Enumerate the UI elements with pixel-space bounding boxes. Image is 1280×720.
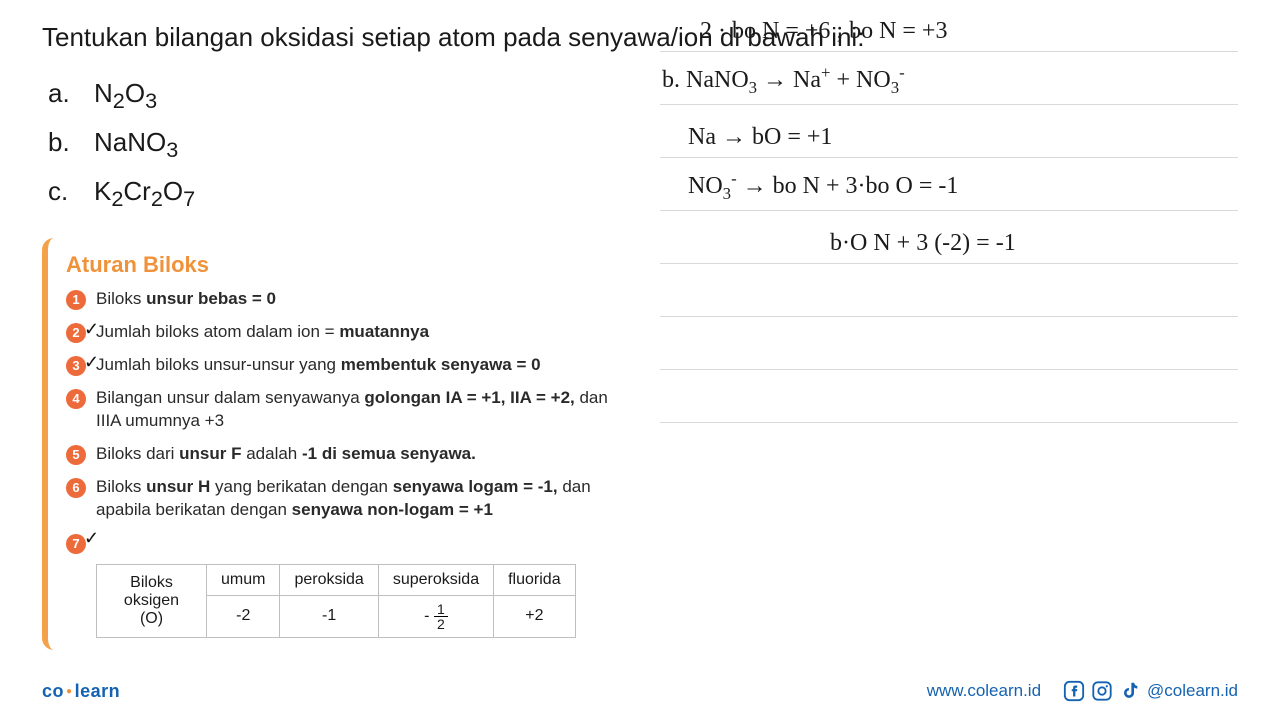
handwritten-text: 2 · bo N = +6 ; bo N = +3 xyxy=(700,18,947,45)
question-option: a. N2O3 xyxy=(48,71,640,120)
rule-text: Biloks unsur bebas = 0 xyxy=(96,288,628,311)
option-label: b. xyxy=(48,120,72,169)
rule-item: 5 Biloks dari unsur F adalah -1 di semua … xyxy=(66,443,628,466)
notebook-line: Na → bO = +1 xyxy=(660,105,1238,158)
brand-logo: co●learn xyxy=(42,681,120,702)
tiktok-icon[interactable] xyxy=(1119,680,1141,702)
rule-text: Biloks unsur H yang berikatan dengan sen… xyxy=(96,476,628,522)
rule-item: ✓2Jumlah biloks atom dalam ion = muatann… xyxy=(66,321,628,344)
rule-item: 6 Biloks unsur H yang berikatan dengan se… xyxy=(66,476,628,522)
table-cell: +2 xyxy=(494,595,575,637)
rule-text: Biloks dari unsur F adalah -1 di semua s… xyxy=(96,443,628,466)
social-links: @colearn.id xyxy=(1063,680,1238,702)
notebook-line: b·O N + 3 (-2) = -1 xyxy=(660,211,1238,264)
rule-text: Jumlah biloks atom dalam ion = muatannya xyxy=(96,321,628,344)
rule-item: 1 Biloks unsur bebas = 0 xyxy=(66,288,628,311)
check-mark: ✓ xyxy=(84,317,99,341)
table-row-header: Biloksoksigen (O) xyxy=(97,564,207,637)
oxygen-biloks-table: Biloksoksigen (O)umumperoksidasuperoksid… xyxy=(96,564,576,638)
handwritten-text: b·O N + 3 (-2) = -1 xyxy=(830,230,1016,257)
notebook-line: 2 · bo N = +6 ; bo N = +3 xyxy=(660,0,1238,52)
option-formula: K2Cr2O7 xyxy=(94,169,195,218)
option-formula: N2O3 xyxy=(94,71,157,120)
rules-title: Aturan Biloks xyxy=(66,252,628,278)
rule-item-7: ✓ 7 xyxy=(66,532,628,554)
rule-text: Jumlah biloks unsur-unsur yang membentuk… xyxy=(96,354,628,377)
handwritten-text: NO3- → bo N + 3·bo O = -1 xyxy=(688,169,958,204)
rule-badge: 4 xyxy=(66,389,86,409)
notebook-line xyxy=(660,264,1238,317)
notebook-line: b. NaNO3 → Na+ + NO3- xyxy=(660,52,1238,105)
notebook-line: NO3- → bo N + 3·bo O = -1 xyxy=(660,158,1238,211)
question-option: c. K2Cr2O7 xyxy=(48,169,640,218)
question-options: a. N2O3 b. NaNO3 c. K2Cr2O7 xyxy=(42,71,640,218)
rule-badge: 3 xyxy=(66,356,86,376)
footer: co●learn www.colearn.id @colearn.id xyxy=(42,680,1238,702)
instagram-icon[interactable] xyxy=(1091,680,1113,702)
check-mark: ✓ xyxy=(84,350,99,374)
handwritten-text: b. NaNO3 → Na+ + NO3- xyxy=(662,63,905,98)
table-cell: -1 xyxy=(280,595,378,637)
rule-badge: 2 xyxy=(66,323,86,343)
table-col-header: superoksida xyxy=(378,564,493,595)
rule-badge: 6 xyxy=(66,478,86,498)
question-option: b. NaNO3 xyxy=(48,120,640,169)
notebook-line xyxy=(660,317,1238,370)
facebook-icon[interactable] xyxy=(1063,680,1085,702)
table-col-header: peroksida xyxy=(280,564,378,595)
table-cell: - 12 xyxy=(378,595,493,637)
table-col-header: fluorida xyxy=(494,564,575,595)
handwritten-text: Na → bO = +1 xyxy=(688,124,832,151)
option-label: a. xyxy=(48,71,72,120)
rule-item: 4 Bilangan unsur dalam senyawanya golonga… xyxy=(66,387,628,433)
website-link[interactable]: www.colearn.id xyxy=(927,681,1041,701)
rule-badge: 5 xyxy=(66,445,86,465)
table-cell: -2 xyxy=(207,595,280,637)
rules-box: Aturan Biloks 1Biloks unsur bebas = 0✓2J… xyxy=(42,238,640,650)
social-handle: @colearn.id xyxy=(1147,681,1238,701)
notebook-line xyxy=(660,370,1238,423)
check-mark: ✓ xyxy=(84,526,99,550)
rule-badge-7: 7 xyxy=(66,534,86,554)
rule-text: Bilangan unsur dalam senyawanya golongan… xyxy=(96,387,628,433)
rule-item: ✓3Jumlah biloks unsur-unsur yang membent… xyxy=(66,354,628,377)
rule-badge: 1 xyxy=(66,290,86,310)
table-col-header: umum xyxy=(207,564,280,595)
handwriting-area: a. 2 bo N + 3·bo O = 02 · bo N + 3 (-2) … xyxy=(660,0,1238,720)
option-formula: NaNO3 xyxy=(94,120,178,169)
option-label: c. xyxy=(48,169,72,218)
